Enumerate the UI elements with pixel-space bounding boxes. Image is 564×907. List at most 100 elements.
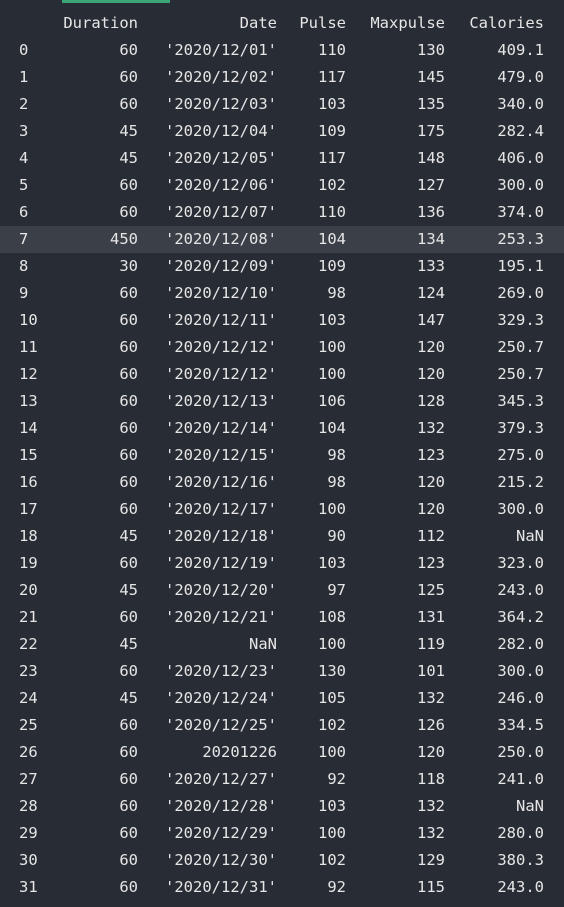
- maxpulse-cell: 120: [417, 365, 445, 383]
- calories-cell: 323.0: [497, 554, 544, 572]
- calories-cell: 334.5: [497, 716, 544, 734]
- duration-cell: 60: [119, 500, 138, 518]
- duration-cell: 60: [119, 743, 138, 761]
- table-row: 20 45 '2020/12/20' 97 125 243.0: [0, 577, 564, 604]
- calories-cell: NaN: [516, 797, 544, 815]
- row-index: 17: [19, 500, 38, 518]
- pulse-cell: 117: [318, 68, 346, 86]
- duration-cell: 45: [119, 581, 138, 599]
- calories-cell: 300.0: [497, 176, 544, 194]
- calories-cell: 409.1: [497, 41, 544, 59]
- table-row: 6 60 '2020/12/07' 110 136 374.0: [0, 199, 564, 226]
- calories-cell: 379.3: [497, 419, 544, 437]
- duration-cell: 60: [119, 419, 138, 437]
- calories-cell: 280.0: [497, 824, 544, 842]
- maxpulse-cell: 131: [417, 608, 445, 626]
- row-index: 13: [19, 392, 38, 410]
- pulse-cell: 130: [318, 662, 346, 680]
- table-row: 25 60 '2020/12/25' 102 126 334.5: [0, 712, 564, 739]
- calories-cell: 300.0: [497, 662, 544, 680]
- maxpulse-cell: 124: [417, 284, 445, 302]
- pulse-cell: 102: [318, 851, 346, 869]
- date-cell: '2020/12/27': [165, 770, 277, 788]
- duration-cell: 60: [119, 473, 138, 491]
- date-cell: '2020/12/14': [165, 419, 277, 437]
- table-row: 11 60 '2020/12/12' 100 120 250.7: [0, 334, 564, 361]
- calories-cell: 250.0: [497, 743, 544, 761]
- date-cell: '2020/12/08': [165, 230, 277, 248]
- duration-cell: 60: [119, 824, 138, 842]
- row-index: 25: [19, 716, 38, 734]
- table-row: 10 60 '2020/12/11' 103 147 329.3: [0, 307, 564, 334]
- row-index: 31: [19, 878, 38, 896]
- date-cell: '2020/12/06': [165, 176, 277, 194]
- table-row: 2 60 '2020/12/03' 103 135 340.0: [0, 91, 564, 118]
- duration-cell: 60: [119, 41, 138, 59]
- table-row: 16 60 '2020/12/16' 98 120 215.2: [0, 469, 564, 496]
- calories-cell: 269.0: [497, 284, 544, 302]
- calories-cell: NaN: [516, 527, 544, 545]
- date-cell: '2020/12/21': [165, 608, 277, 626]
- row-index: 11: [19, 338, 38, 356]
- maxpulse-cell: 112: [417, 527, 445, 545]
- row-index: 15: [19, 446, 38, 464]
- date-cell: '2020/12/16': [165, 473, 277, 491]
- pulse-cell: 97: [327, 581, 346, 599]
- pulse-cell: 100: [318, 365, 346, 383]
- date-cell: '2020/12/12': [165, 365, 277, 383]
- duration-cell: 30: [119, 257, 138, 275]
- date-cell: '2020/12/10': [165, 284, 277, 302]
- pulse-cell: 98: [327, 284, 346, 302]
- maxpulse-cell: 120: [417, 473, 445, 491]
- table-row: 3 45 '2020/12/04' 109 175 282.4: [0, 118, 564, 145]
- date-cell: '2020/12/15': [165, 446, 277, 464]
- maxpulse-cell: 132: [417, 797, 445, 815]
- table-row: 24 45 '2020/12/24' 105 132 246.0: [0, 685, 564, 712]
- maxpulse-cell: 120: [417, 338, 445, 356]
- maxpulse-cell: 132: [417, 824, 445, 842]
- duration-cell: 450: [110, 230, 138, 248]
- calories-cell: 250.7: [497, 338, 544, 356]
- row-index: 6: [19, 203, 29, 221]
- duration-cell: 45: [119, 527, 138, 545]
- table-row: 23 60 '2020/12/23' 130 101 300.0: [0, 658, 564, 685]
- date-cell: '2020/12/04': [165, 122, 277, 140]
- date-cell: '2020/12/09': [165, 257, 277, 275]
- pulse-cell: 103: [318, 311, 346, 329]
- duration-cell: 60: [119, 608, 138, 626]
- maxpulse-cell: 132: [417, 419, 445, 437]
- table-row: 21 60 '2020/12/21' 108 131 364.2: [0, 604, 564, 631]
- row-index: 9: [19, 284, 29, 302]
- maxpulse-cell: 120: [417, 743, 445, 761]
- duration-cell: 60: [119, 176, 138, 194]
- table-row: 18 45 '2020/12/18' 90 112 NaN: [0, 523, 564, 550]
- table-row: 31 60 '2020/12/31' 92 115 243.0: [0, 874, 564, 901]
- table-row: 28 60 '2020/12/28' 103 132 NaN: [0, 793, 564, 820]
- date-cell: '2020/12/05': [165, 149, 277, 167]
- calories-cell: 406.0: [497, 149, 544, 167]
- table-header: Duration Date Pulse Maxpulse Calories: [0, 10, 564, 37]
- date-cell: '2020/12/30': [165, 851, 277, 869]
- calories-cell: 345.3: [497, 392, 544, 410]
- maxpulse-cell: 101: [417, 662, 445, 680]
- calories-cell: 253.3: [497, 230, 544, 248]
- row-index: 7: [19, 230, 29, 248]
- table-row: 0 60 '2020/12/01' 110 130 409.1: [0, 37, 564, 64]
- pulse-cell: 110: [318, 41, 346, 59]
- date-cell: '2020/12/18': [165, 527, 277, 545]
- row-index: 28: [19, 797, 38, 815]
- pulse-cell: 117: [318, 149, 346, 167]
- calories-cell: 243.0: [497, 878, 544, 896]
- duration-cell: 60: [119, 68, 138, 86]
- date-cell: '2020/12/24': [165, 689, 277, 707]
- table-row: 29 60 '2020/12/29' 100 132 280.0: [0, 820, 564, 847]
- calories-cell: 300.0: [497, 500, 544, 518]
- maxpulse-cell: 148: [417, 149, 445, 167]
- column-header-duration: Duration: [63, 14, 138, 32]
- row-index: 14: [19, 419, 38, 437]
- pulse-cell: 92: [327, 878, 346, 896]
- duration-cell: 60: [119, 878, 138, 896]
- date-cell: '2020/12/01': [165, 41, 277, 59]
- pulse-cell: 100: [318, 824, 346, 842]
- table-row: 17 60 '2020/12/17' 100 120 300.0: [0, 496, 564, 523]
